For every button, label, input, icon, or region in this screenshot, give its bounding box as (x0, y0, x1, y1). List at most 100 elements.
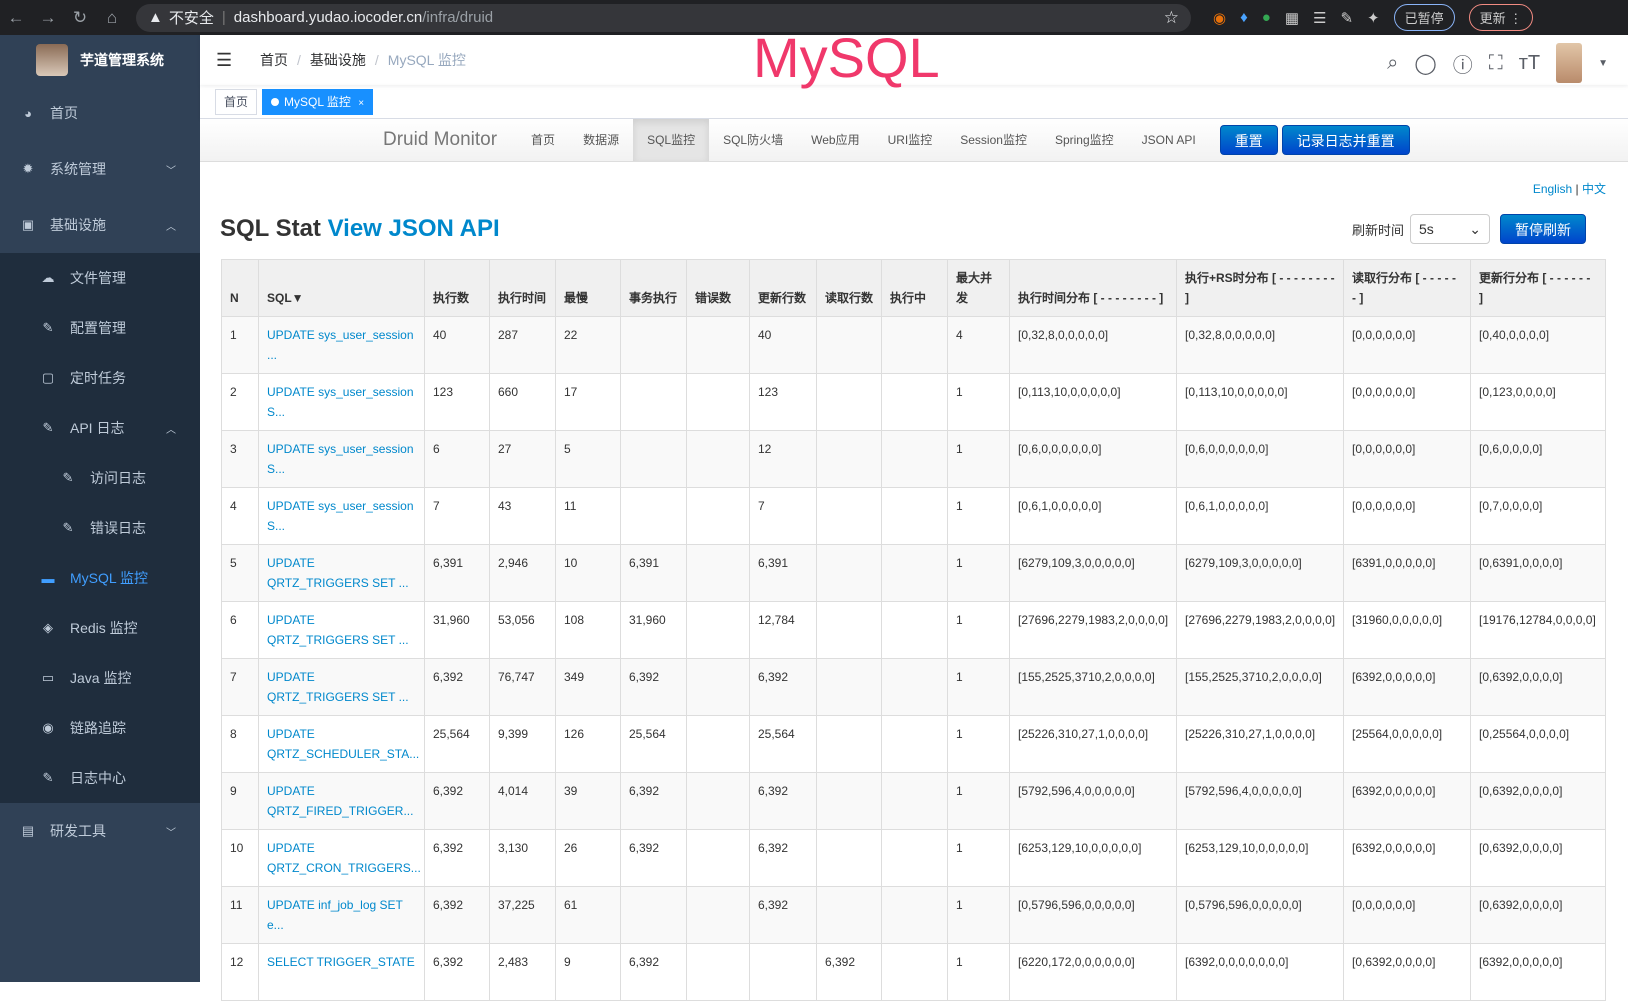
sql-link[interactable]: UPDATE sys_user_session ... (267, 328, 414, 362)
druid-nav-sql[interactable]: SQL监控 (633, 119, 710, 161)
table-cell: 6,392 (620, 772, 687, 830)
sidebar-item-home[interactable]: ◕ 首页 (0, 85, 200, 141)
sidebar-item-redis[interactable]: ◈ Redis 监控 (0, 603, 200, 653)
column-header: 事务执行 (620, 259, 687, 317)
hamburger-icon[interactable]: ☰ (216, 49, 233, 70)
table-cell: [0,25564,0,0,0,0] (1470, 715, 1606, 773)
sidebar-item-error-log[interactable]: ✎ 错误日志 (0, 503, 200, 553)
edit-icon: ✎ (42, 320, 54, 335)
sql-link[interactable]: UPDATE QRTZ_CRON_TRIGGERS... (267, 841, 421, 875)
pause-refresh-button[interactable]: 暂停刷新 (1500, 214, 1586, 244)
refresh-interval-select[interactable]: 5s ⌄ (1410, 214, 1490, 244)
sql-link[interactable]: UPDATE sys_user_session S... (267, 385, 414, 419)
help-icon[interactable]: ⓘ (1452, 54, 1473, 77)
avatar[interactable] (1556, 43, 1583, 83)
extension-icon[interactable]: ♦ (1240, 9, 1248, 26)
druid-nav-session[interactable]: Session监控 (960, 133, 1027, 147)
extension-icon[interactable]: ▦ (1284, 9, 1299, 27)
back-icon[interactable]: ← (7, 7, 25, 27)
sidebar-item-log-center[interactable]: ✎ 日志中心 (0, 753, 200, 803)
table-cell: 31,960 (620, 601, 687, 659)
column-header[interactable]: SQL▼ (258, 259, 425, 317)
sidebar-logo[interactable]: 芋道管理系统 (0, 35, 200, 85)
sidebar-item-java[interactable]: ▭ Java 监控 (41, 670, 132, 686)
table-cell: 6,391 (749, 544, 817, 602)
table-cell: 53,056 (489, 601, 556, 659)
extension-icon[interactable]: ◉ (1213, 9, 1227, 27)
sidebar-item-devtools[interactable]: ▤ 研发工具 ﹀ (21, 823, 176, 839)
address-bar[interactable]: ▲ 不安全 | dashboard.yudao.iocoder.cn/infra… (136, 3, 1191, 32)
chevron-up-icon: ︿ (166, 221, 176, 233)
sidebar-item-job[interactable]: ▢ 定时任务 (41, 370, 126, 386)
sidebar-item-infra[interactable]: ▣ 基础设施 ︿ (21, 217, 176, 233)
insecure-label: 不安全 (168, 10, 214, 27)
forward-icon[interactable]: → (39, 7, 57, 27)
bookmark-star-icon[interactable]: ☆ (1163, 7, 1179, 27)
puzzle-icon[interactable]: ✦ (1367, 9, 1380, 27)
sql-link[interactable]: UPDATE QRTZ_FIRED_TRIGGER... (267, 784, 414, 818)
sidebar-item-trace[interactable]: ◉ 链路追踪 (0, 703, 200, 753)
sidebar-item-mysql[interactable]: ▬ MySQL 监控 (41, 570, 149, 586)
table-cell: [0,6,0,0,0,0,0,0] (1009, 430, 1177, 488)
warning-icon: ▲ (148, 9, 163, 26)
sidebar-item-config[interactable]: ✎ 配置管理 (0, 303, 200, 353)
tag-home[interactable]: 首页 (215, 88, 258, 115)
browser-toolbar: ← → ↻ ⌂ ▲ 不安全 | dashboard.yudao.iocoder.… (0, 0, 1628, 35)
druid-nav-web[interactable]: Web应用 (811, 133, 860, 147)
url-host: dashboard.yudao.iocoder.cn (233, 9, 423, 26)
table-cell: [6392,0,0,0,0,0] (1470, 943, 1606, 1001)
table-cell: 1 (947, 373, 1010, 431)
column-header: 执行数 (424, 259, 490, 317)
extension-icon[interactable]: ● (1261, 9, 1271, 26)
sql-link[interactable]: UPDATE QRTZ_SCHEDULER_STA... (267, 727, 420, 761)
druid-nav-home[interactable]: 首页 (531, 133, 556, 147)
druid-nav-datasource[interactable]: 数据源 (583, 133, 620, 147)
home-icon[interactable]: ⌂ (106, 7, 118, 27)
search-icon[interactable]: ⌕ (1387, 51, 1399, 74)
extension-icon[interactable]: ☰ (1313, 9, 1327, 27)
druid-nav-uri[interactable]: URI监控 (887, 133, 933, 147)
sidebar-item-access-log[interactable]: ✎ 访问日志 (0, 453, 200, 503)
sql-link[interactable]: UPDATE sys_user_session S... (267, 499, 414, 533)
table-cell (816, 544, 882, 602)
reset-button[interactable]: 重置 (1219, 125, 1278, 155)
sql-link[interactable]: UPDATE sys_user_session S... (267, 442, 414, 476)
lang-english[interactable]: English (1532, 182, 1573, 196)
breadcrumb-item[interactable]: 首页 (260, 52, 288, 68)
sql-link[interactable]: SELECT TRIGGER_STATE (267, 955, 415, 969)
sql-link[interactable]: UPDATE QRTZ_TRIGGERS SET ... (267, 556, 409, 590)
caret-down-icon[interactable]: ▼ (1598, 57, 1608, 69)
sidebar-item-api-log[interactable]: ✎ API 日志 ︿ (0, 403, 200, 453)
github-icon[interactable]: ◯ (1414, 52, 1437, 75)
chevron-down-icon: ﹀ (166, 165, 176, 177)
update-button[interactable]: 更新 ⋮ (1468, 4, 1534, 31)
table-cell: 1 (947, 829, 1010, 887)
table-row: 9 UPDATE QRTZ_FIRED_TRIGGER... 6,392 4,014 3… (221, 772, 1606, 830)
sidebar-item-file[interactable]: ☁ 文件管理 (41, 270, 127, 286)
breadcrumb-item[interactable]: 基础设施 (309, 52, 366, 68)
close-icon[interactable]: × (358, 97, 365, 109)
view-json-api-link[interactable]: View JSON API (327, 215, 500, 242)
druid-nav-wall[interactable]: SQL防火墙 (723, 133, 784, 147)
breadcrumb-item: MySQL 监控 (387, 52, 466, 68)
tag-mysql[interactable]: MySQL 监控 × (262, 88, 374, 115)
sql-link[interactable]: UPDATE inf_job_log SET e... (267, 898, 403, 932)
sql-link[interactable]: UPDATE QRTZ_TRIGGERS SET ... (267, 670, 409, 704)
lang-chinese[interactable]: 中文 (1581, 182, 1606, 196)
sql-link[interactable]: UPDATE QRTZ_TRIGGERS SET ... (267, 613, 409, 647)
druid-nav-spring[interactable]: Spring监控 (1054, 133, 1114, 147)
font-size-icon[interactable]: тT (1518, 51, 1541, 74)
sidebar-item-system[interactable]: ✹ 系统管理 ﹀ (0, 141, 200, 197)
table-cell: [0,6392,0,0,0,0] (1470, 658, 1606, 716)
table-cell: 31,960 (424, 601, 490, 659)
table-cell: UPDATE inf_job_log SET e... (258, 886, 425, 944)
log-and-reset-button[interactable]: 记录日志并重置 (1281, 125, 1410, 155)
table-cell: [0,6392,0,0,0,0] (1470, 829, 1606, 887)
druid-nav-json-api[interactable]: JSON API (1141, 133, 1196, 147)
profile-button[interactable]: 已暂停 (1393, 4, 1455, 31)
fullscreen-icon[interactable]: ⛶ (1488, 51, 1503, 74)
table-cell: 27 (489, 430, 556, 488)
druid-brand[interactable]: Druid Monitor (383, 129, 498, 150)
reload-icon[interactable]: ↻ (72, 7, 88, 27)
extension-icon[interactable]: ✎ (1340, 9, 1354, 27)
